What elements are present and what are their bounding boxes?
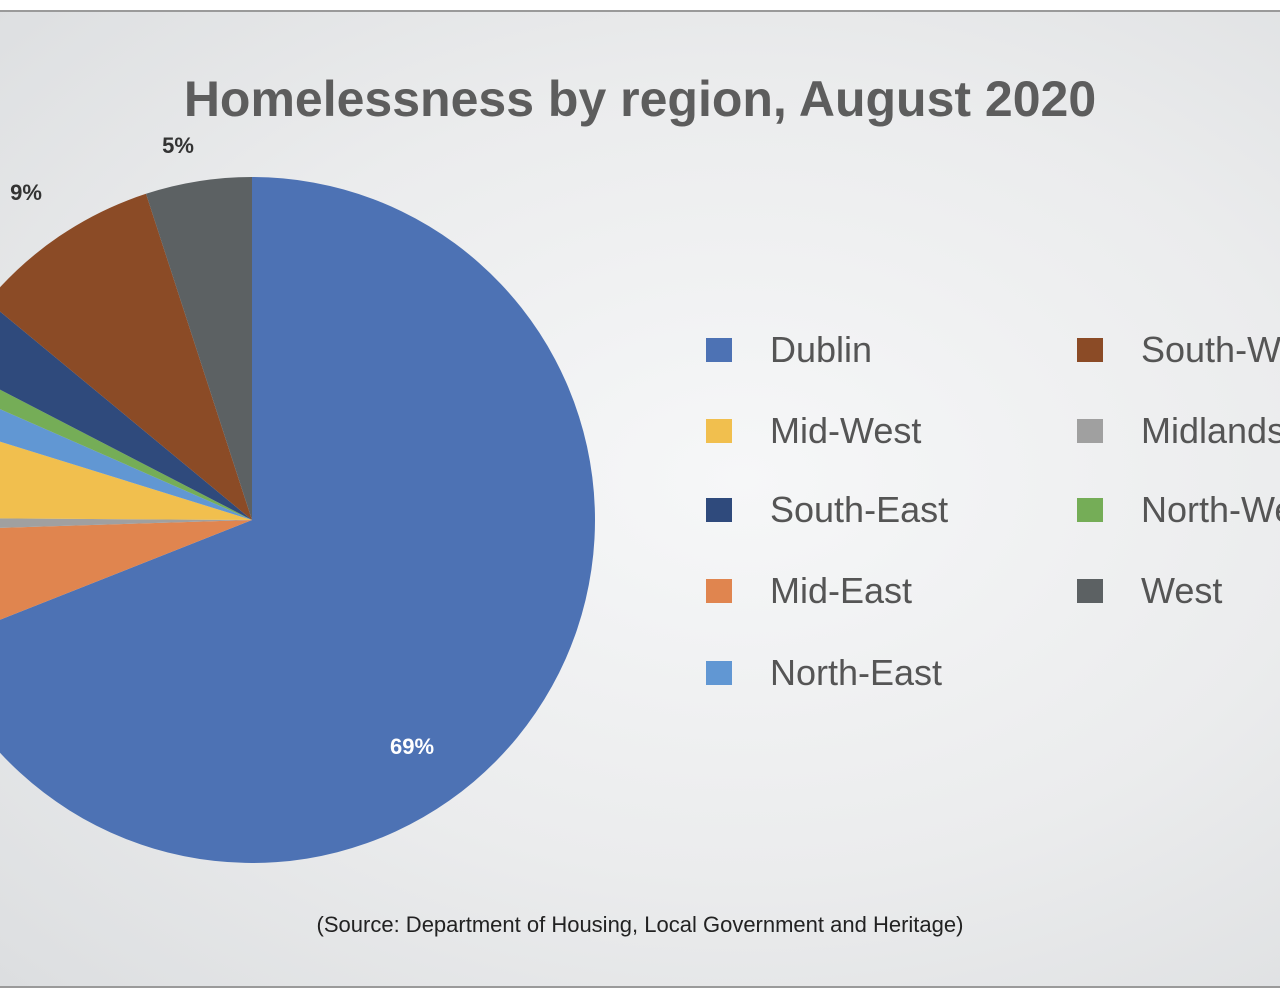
legend-swatch	[706, 498, 732, 522]
legend-label: North-West	[1141, 489, 1280, 530]
legend-label: North-East	[770, 652, 943, 693]
legend-label: Mid-East	[770, 570, 913, 611]
legend-item-south-east: South-East	[706, 489, 948, 531]
pie-slice-south-east	[0, 311, 252, 520]
pie-chart: 69% 9% 5%	[0, 133, 595, 863]
legend-label: South-East	[770, 489, 949, 530]
legend-label: Midlands	[1141, 410, 1280, 451]
pie-slice-dublin	[0, 177, 595, 863]
pie-slice-west	[146, 177, 252, 520]
legend-item-midlands: Midlands	[1077, 410, 1280, 452]
chart-title: Homelessness by region, August 2020	[183, 71, 1097, 127]
legend-item-mid-east: Mid-East	[706, 570, 912, 612]
legend-label: Dublin	[770, 329, 873, 370]
legend-label: South-West	[1141, 329, 1280, 370]
legend-item-north-east: North-East	[706, 652, 942, 694]
legend-label: Mid-West	[770, 410, 922, 451]
data-label-west: 5%	[162, 133, 194, 158]
legend-item-north-west: North-West	[1077, 489, 1280, 531]
chart-frame: Homelessness by region, August 2020 69% 9…	[0, 10, 1280, 988]
legend-swatch	[706, 338, 732, 362]
pie-slice-south-west	[0, 193, 252, 520]
source-note: (Source: Department of Housing, Local Go…	[316, 912, 964, 937]
pie-slice-mid-east	[0, 520, 252, 620]
legend-swatch	[1077, 498, 1103, 522]
legend-swatch	[706, 419, 732, 443]
legend-item-west: West	[1077, 570, 1222, 612]
legend-swatch	[1077, 338, 1103, 362]
legend-swatch	[1077, 579, 1103, 603]
pie-slice-midlands	[0, 518, 252, 528]
legend-item-south-west: South-West	[1077, 329, 1280, 371]
legend-swatch	[706, 661, 732, 685]
legend-item-dublin: Dublin	[706, 329, 872, 371]
pie-slice-mid-west	[0, 441, 252, 520]
legend-label: West	[1141, 570, 1223, 611]
data-label-south-west: 9%	[10, 180, 42, 205]
legend-swatch	[1077, 419, 1103, 443]
legend-swatch	[706, 579, 732, 603]
legend-item-mid-west: Mid-West	[706, 410, 921, 452]
data-label-dublin: 69%	[390, 734, 434, 759]
